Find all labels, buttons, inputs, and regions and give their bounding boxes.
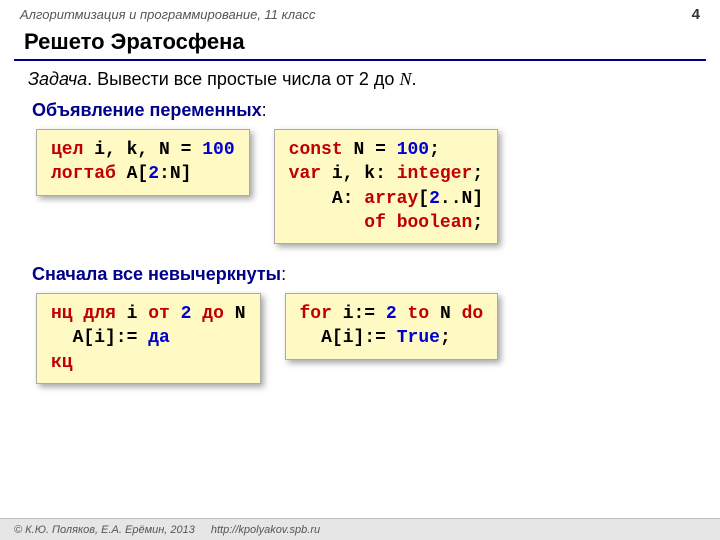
section-init-colon: : [281,264,286,284]
section-init-label: Сначала все невычеркнуты [32,264,281,284]
footer-copyright: © К.Ю. Поляков, Е.А. Ерёмин, 2013 [14,524,195,536]
title-underline [14,59,706,61]
row-vars: цел i, k, N = 100 логтаб A[2:N] const N … [0,129,720,244]
task-text: . Вывести все простые числа от 2 до [87,69,399,89]
page-number: 4 [692,6,700,23]
codebox-vars-ru: цел i, k, N = 100 логтаб A[2:N] [36,129,250,196]
codebox-vars-pascal: const N = 100; var i, k: integer; A: arr… [274,129,498,244]
page-title: Решето Эратосфена [0,27,720,59]
codebox-init-ru: нц для i от 2 до N A[i]:= да кц [36,293,261,384]
task-dot: . [411,69,416,89]
task-line: Задача. Вывести все простые числа от 2 д… [0,69,720,100]
footer-bar: © К.Ю. Поляков, Е.А. Ерёмин, 2013 http:/… [0,518,720,540]
section-vars-label: Объявление переменных [32,100,262,120]
header-bar: Алгоритмизация и программирование, 11 кл… [0,0,720,27]
course-label: Алгоритмизация и программирование, 11 кл… [20,7,315,22]
footer-url: http://kpolyakov.spb.ru [211,524,320,536]
section-vars: Объявление переменных: [0,100,720,129]
section-init: Сначала все невычеркнуты: [0,264,720,293]
section-vars-colon: : [262,100,267,120]
task-label: Задача [28,69,87,89]
task-n: N [399,69,411,89]
row-init: нц для i от 2 до N A[i]:= да кц for i:= … [0,293,720,384]
codebox-init-pascal: for i:= 2 to N do A[i]:= True; [285,293,499,360]
